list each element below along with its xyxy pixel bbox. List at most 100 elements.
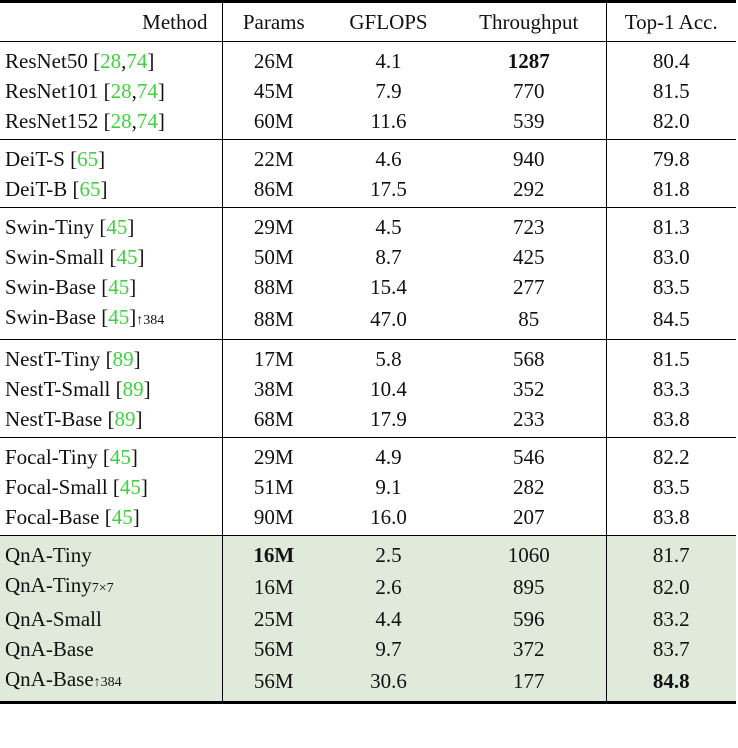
table-row: Focal-Tiny [45] 29M 4.9 546 82.2 xyxy=(0,437,736,472)
top1-acc-cell: 83.5 xyxy=(605,472,736,502)
table-group-1: DeiT-S [65] 22M 4.6 940 79.8 DeiT-B [65] 86M 17… xyxy=(0,139,736,208)
top1-acc-cell: 80.4 xyxy=(605,41,736,76)
table-group-5: QnA-Tiny 16M 2.5 1060 81.7 QnA-Tiny7×7 16M 2.6 8… xyxy=(0,535,736,703)
params-cell: 51M xyxy=(253,475,294,499)
throughput-cell: 207 xyxy=(513,505,545,529)
method-cell: Swin-Base [45]↑384 xyxy=(0,302,223,340)
params-cell: 56M xyxy=(253,669,294,693)
header-method: Method xyxy=(0,1,223,42)
citation-link[interactable]: 89 xyxy=(114,407,136,431)
citation-link[interactable]: 89 xyxy=(122,377,144,401)
method-cell: Swin-Base [45] xyxy=(0,272,223,302)
citation-link[interactable]: 28 xyxy=(110,109,132,133)
top1-acc-cell: 83.2 xyxy=(605,604,736,634)
top1-acc-cell: 83.3 xyxy=(605,374,736,404)
gflops-cell: 4.1 xyxy=(375,49,402,73)
method-cell: NestT-Small [89] xyxy=(0,374,223,404)
table-row: Swin-Base [45] 88M 15.4 277 83.5 xyxy=(0,272,736,302)
gflops-cell: 15.4 xyxy=(370,275,407,299)
method-name: Focal-Tiny xyxy=(5,445,98,469)
header-gflops: GFLOPS xyxy=(349,10,428,34)
top1-acc-cell: 81.7 xyxy=(605,535,736,570)
gflops-cell: 30.6 xyxy=(370,669,407,693)
method-name: ResNet152 xyxy=(5,109,99,133)
method-name: NestT-Tiny xyxy=(5,347,101,371)
method-name: QnA-Tiny xyxy=(5,543,92,567)
throughput-cell: 277 xyxy=(513,275,545,299)
citation-link[interactable]: 45 xyxy=(116,245,138,269)
header-top1-acc: Top-1 Acc. xyxy=(605,1,736,42)
top1-acc-cell: 83.5 xyxy=(605,272,736,302)
citation-link[interactable]: 74 xyxy=(136,79,158,103)
throughput-cell: 233 xyxy=(513,407,545,431)
table-row: NestT-Tiny [89] 17M 5.8 568 81.5 xyxy=(0,339,736,374)
table-group-0: ResNet50 [28,74] 26M 4.1 1287 80.4 ResNet101 … xyxy=(0,41,736,140)
table-row: ResNet152 [28,74] 60M 11.6 539 82.0 xyxy=(0,106,736,140)
params-cell: 38M xyxy=(253,377,294,401)
citation-link[interactable]: 65 xyxy=(79,177,101,201)
table-row: Focal-Base [45] 90M 16.0 207 83.8 xyxy=(0,502,736,536)
citation-link[interactable]: 45 xyxy=(108,305,130,329)
method-cell: QnA-Base↑384 xyxy=(0,664,223,703)
method-cell: QnA-Base xyxy=(0,634,223,664)
method-name: DeiT-S xyxy=(5,147,65,171)
params-cell: 17M xyxy=(253,347,294,371)
params-cell: 22M xyxy=(253,147,294,171)
gflops-cell: 16.0 xyxy=(370,505,407,529)
throughput-cell: 292 xyxy=(513,177,545,201)
gflops-cell: 5.8 xyxy=(375,347,402,371)
top1-acc-cell: 83.0 xyxy=(605,242,736,272)
citation-link[interactable]: 65 xyxy=(77,147,99,171)
gflops-cell: 4.9 xyxy=(375,445,402,469)
params-cell: 45M xyxy=(253,79,294,103)
throughput-cell: 596 xyxy=(513,607,545,631)
method-name: QnA-Tiny xyxy=(5,573,92,597)
method-cell: QnA-Tiny xyxy=(0,535,223,570)
top1-acc-cell: 82.0 xyxy=(605,570,736,604)
citation-link[interactable]: 89 xyxy=(112,347,134,371)
method-cell: Swin-Small [45] xyxy=(0,242,223,272)
citation-link[interactable]: 45 xyxy=(108,275,130,299)
gflops-cell: 17.9 xyxy=(370,407,407,431)
citation-link[interactable]: 45 xyxy=(106,215,128,239)
method-cell: ResNet101 [28,74] xyxy=(0,76,223,106)
citation-link[interactable]: 45 xyxy=(109,445,131,469)
top1-acc-cell: 83.8 xyxy=(605,502,736,536)
throughput-cell: 85 xyxy=(518,307,540,331)
method-suffix: ↑384 xyxy=(136,313,165,328)
gflops-cell: 8.7 xyxy=(375,245,402,269)
gflops-cell: 11.6 xyxy=(370,109,407,133)
citation-link[interactable]: 28 xyxy=(110,79,132,103)
method-name: ResNet50 xyxy=(5,49,88,73)
params-cell: 88M xyxy=(253,307,294,331)
params-cell: 56M xyxy=(253,637,294,661)
method-cell: NestT-Base [89] xyxy=(0,404,223,438)
method-suffix: 7×7 xyxy=(91,581,114,596)
citation-link[interactable]: 45 xyxy=(111,505,133,529)
gflops-cell: 7.9 xyxy=(375,79,402,103)
method-name: QnA-Base xyxy=(5,637,94,661)
gflops-cell: 9.7 xyxy=(375,637,402,661)
citation-link[interactable]: 45 xyxy=(119,475,141,499)
top1-acc-cell: 82.0 xyxy=(605,106,736,140)
method-cell: ResNet50 [28,74] xyxy=(0,41,223,76)
citation-link[interactable]: 74 xyxy=(136,109,158,133)
throughput-cell: 1060 xyxy=(507,543,550,567)
table-row: Swin-Small [45] 50M 8.7 425 83.0 xyxy=(0,242,736,272)
citation-link[interactable]: 74 xyxy=(126,49,148,73)
top1-acc-cell: 84.5 xyxy=(605,302,736,340)
throughput-cell: 895 xyxy=(513,575,545,599)
citation-link[interactable]: 28 xyxy=(100,49,122,73)
table-group-4: Focal-Tiny [45] 29M 4.9 546 82.2 Focal-Small … xyxy=(0,437,736,536)
method-cell: DeiT-B [65] xyxy=(0,174,223,208)
table-row: QnA-Small 25M 4.4 596 83.2 xyxy=(0,604,736,634)
table-row: NestT-Base [89] 68M 17.9 233 83.8 xyxy=(0,404,736,438)
top1-acc-cell: 79.8 xyxy=(605,139,736,174)
params-cell: 29M xyxy=(253,215,294,239)
table-row: Swin-Tiny [45] 29M 4.5 723 81.3 xyxy=(0,207,736,242)
gflops-cell: 2.6 xyxy=(375,575,402,599)
gflops-cell: 4.4 xyxy=(375,607,402,631)
method-name: NestT-Base xyxy=(5,407,103,431)
method-name: NestT-Small xyxy=(5,377,111,401)
throughput-cell: 539 xyxy=(513,109,545,133)
